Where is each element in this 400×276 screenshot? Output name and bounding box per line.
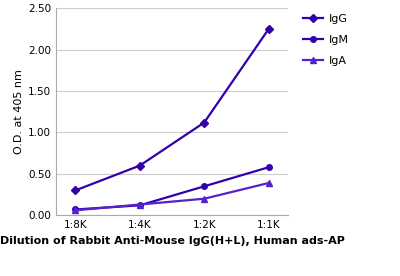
IgM bbox=[202, 185, 207, 188]
Line: IgG: IgG bbox=[72, 26, 272, 193]
IgG bbox=[73, 189, 78, 192]
IgM bbox=[266, 166, 271, 169]
IgG bbox=[266, 27, 271, 31]
X-axis label: Dilution of Rabbit Anti-Mouse IgG(H+L), Human ads-AP: Dilution of Rabbit Anti-Mouse IgG(H+L), … bbox=[0, 236, 344, 246]
IgM bbox=[137, 204, 142, 207]
IgG bbox=[202, 121, 207, 124]
IgA bbox=[266, 181, 271, 185]
IgA bbox=[202, 197, 207, 200]
Line: IgA: IgA bbox=[72, 180, 272, 213]
Line: IgM: IgM bbox=[72, 164, 272, 212]
IgA bbox=[137, 203, 142, 206]
IgG bbox=[137, 164, 142, 167]
IgA bbox=[73, 209, 78, 212]
Y-axis label: O.D. at 405 nm: O.D. at 405 nm bbox=[14, 69, 24, 154]
IgM bbox=[73, 208, 78, 211]
Legend: IgG, IgM, IgA: IgG, IgM, IgA bbox=[303, 14, 348, 66]
